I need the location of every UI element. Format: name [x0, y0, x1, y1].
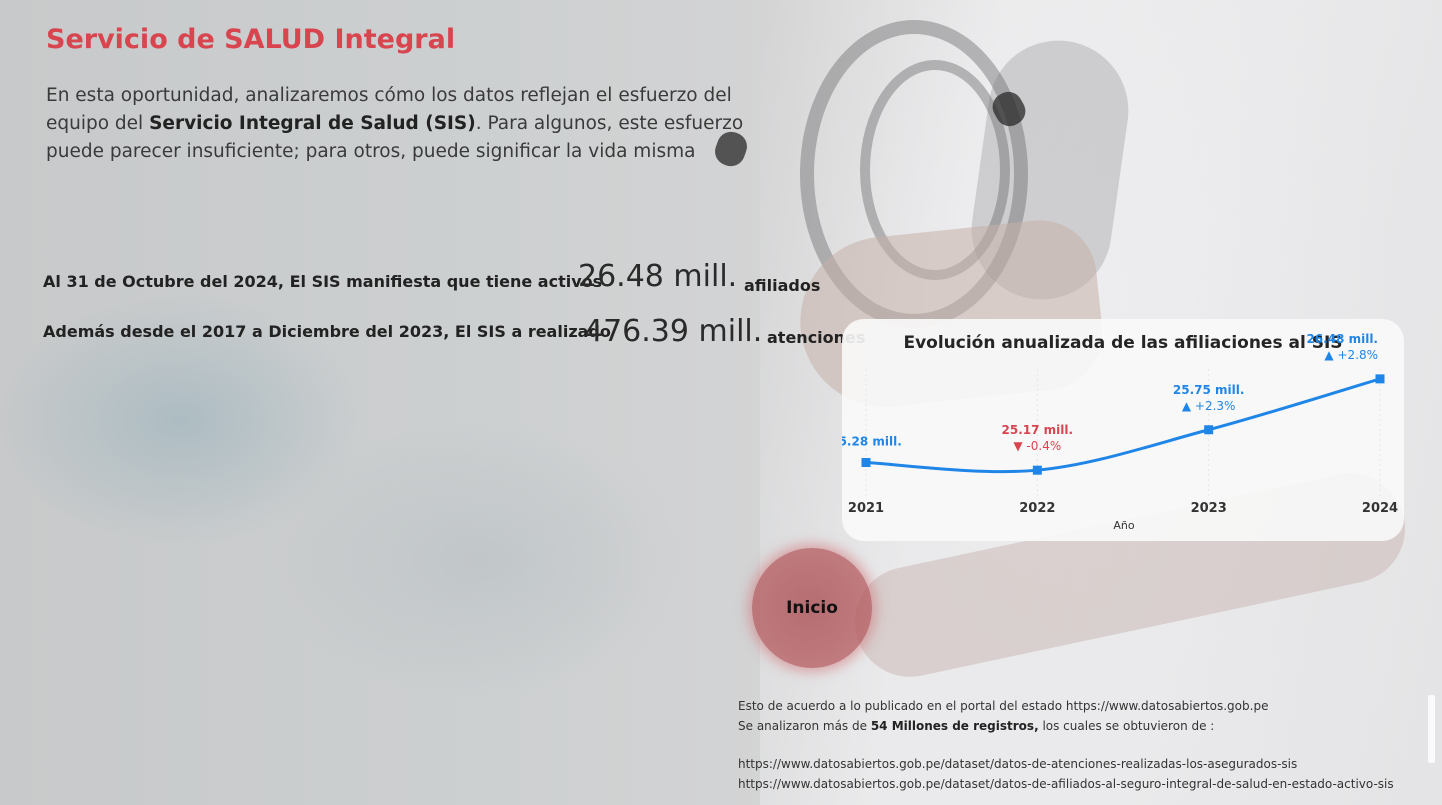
- intro-text-part1: En esta oportunidad, analizaremos cómo l…: [46, 85, 732, 134]
- data-point: [1204, 425, 1214, 435]
- records-note-pre: Se analizaron más de: [738, 719, 871, 733]
- kpi-attentions-value: 476.39 mill.: [584, 314, 763, 349]
- data-label: 25.28 mill.: [842, 435, 902, 449]
- source-link-attentions[interactable]: https://www.datosabiertos.gob.pe/dataset…: [738, 757, 1298, 771]
- x-tick-label: 2024: [1362, 501, 1398, 516]
- x-tick-label: 2021: [848, 501, 884, 516]
- x-axis-label: Año: [1113, 519, 1134, 532]
- records-note: Se analizaron más de 54 Millones de regi…: [738, 719, 1214, 733]
- records-note-bold: 54 Millones de registros,: [870, 719, 1039, 733]
- kpi-attentions-unit: atenciones: [767, 328, 866, 347]
- home-button-label: Inicio: [786, 598, 838, 618]
- source-link-affiliates[interactable]: https://www.datosabiertos.gob.pe/dataset…: [738, 777, 1394, 791]
- intro-text-bold: Servicio Integral de Salud (SIS): [149, 113, 476, 134]
- series-line: [865, 377, 1381, 474]
- affiliation-chart: Evolución anualizada de las afiliaciones…: [842, 319, 1404, 541]
- change-label: ▲ +2.8%: [1324, 348, 1378, 362]
- data-label: 25.75 mill.: [1173, 383, 1245, 397]
- source-note: Esto de acuerdo a lo publicado en el por…: [738, 699, 1269, 713]
- data-label: 26.48 mill.: [1306, 332, 1378, 346]
- change-label: ▼ -0.4%: [1013, 439, 1061, 453]
- page-title: Servicio de SALUD Integral: [46, 24, 456, 55]
- chart-plot: 2021 25.28 mill. 2022 25.17 mill. ▼ -0.4% 202…: [842, 332, 1398, 532]
- kpi-attentions-label: Además desde el 2017 a Diciembre del 202…: [43, 322, 611, 341]
- intro-text-part2: . Para algunos, este esfuerzo puede pare…: [46, 113, 744, 162]
- chart-title: Evolución anualizada de las afiliaciones…: [903, 333, 1343, 353]
- x-tick-label: 2022: [1019, 501, 1055, 516]
- kpi-affiliates-value: 26.48 mill.: [578, 259, 738, 294]
- intro-text: En esta oportunidad, analizaremos cómo l…: [46, 82, 766, 166]
- home-button[interactable]: Inicio: [752, 548, 872, 668]
- kpi-affiliates-unit: afiliados: [744, 276, 821, 295]
- data-point: [1375, 374, 1385, 384]
- data-point: [1032, 465, 1042, 475]
- change-label: ▲ +2.3%: [1182, 399, 1236, 413]
- scrollbar[interactable]: [1428, 695, 1435, 763]
- x-tick-label: 2023: [1191, 501, 1227, 516]
- kpi-affiliates-label: Al 31 de Octubre del 2024, El SIS manifi…: [43, 272, 603, 291]
- records-note-post: los cuales se obtuvieron de :: [1038, 719, 1215, 733]
- data-point: [861, 458, 871, 468]
- data-label: 25.17 mill.: [1002, 423, 1074, 437]
